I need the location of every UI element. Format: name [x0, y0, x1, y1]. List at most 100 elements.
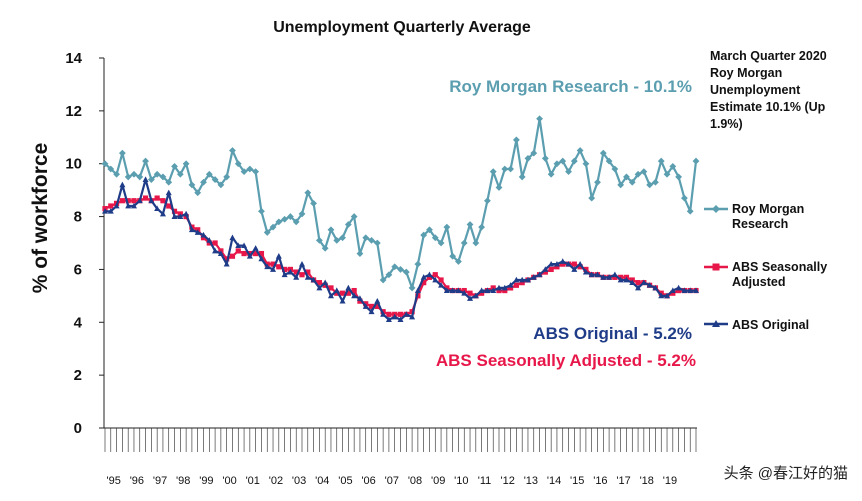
data-point-roy-morgan-research — [333, 236, 341, 244]
data-point-roy-morgan-research — [484, 197, 491, 205]
data-point-roy-morgan-research — [501, 165, 509, 173]
data-point-abs-original — [154, 205, 161, 212]
data-point-roy-morgan-research — [472, 239, 480, 247]
data-point-roy-morgan-research — [599, 149, 607, 157]
data-point-abs-original — [519, 276, 526, 283]
x-tick-label: '03 — [292, 475, 306, 487]
data-point-roy-morgan-research — [188, 181, 196, 189]
data-point-abs-seasonally-adjusted — [119, 198, 125, 204]
data-point-abs-original — [119, 181, 126, 188]
data-point-roy-morgan-research — [397, 266, 404, 273]
data-point-abs-original — [501, 284, 508, 291]
data-point-roy-morgan-research — [646, 181, 654, 189]
data-point-abs-original — [270, 266, 277, 272]
data-point-abs-seasonally-adjusted — [258, 250, 265, 257]
data-point-roy-morgan-research — [304, 189, 312, 197]
data-point-abs-original — [524, 276, 531, 283]
data-point-abs-original — [102, 208, 108, 214]
data-point-abs-seasonally-adjusted — [612, 274, 618, 280]
data-point-roy-morgan-research — [443, 223, 451, 231]
data-point-roy-morgan-research — [229, 147, 236, 154]
legend-item-abs-seasonally: ABS Seasonally Adjusted — [704, 260, 827, 289]
data-point-abs-original — [385, 316, 392, 323]
data-point-abs-original — [426, 271, 433, 278]
data-point-abs-original — [658, 292, 665, 299]
data-point-abs-original — [275, 253, 282, 259]
data-point-roy-morgan-research — [368, 236, 375, 244]
data-point-roy-morgan-research — [315, 236, 323, 244]
data-point-abs-seasonally-adjusted — [560, 261, 566, 267]
data-point-abs-original — [322, 279, 329, 286]
series-line-roy-morgan-research — [104, 117, 698, 289]
data-point-roy-morgan-research — [246, 165, 254, 173]
data-point-abs-seasonally-adjusted — [299, 272, 305, 278]
data-point-abs-seasonally-adjusted — [397, 311, 404, 317]
data-point-abs-original — [252, 245, 259, 251]
data-point-abs-original — [142, 176, 149, 182]
data-point-abs-seasonally-adjusted — [345, 290, 351, 296]
data-point-abs-original — [432, 276, 439, 283]
data-point-abs-original — [496, 284, 502, 291]
annotation-abs-original: ABS Original - 5.2% — [533, 324, 692, 343]
data-point-abs-seasonally-adjusted — [270, 261, 276, 267]
data-point-abs-original — [235, 242, 242, 249]
data-point-roy-morgan-research — [466, 221, 474, 228]
data-point-roy-morgan-research — [176, 170, 184, 178]
data-point-roy-morgan-research — [344, 221, 352, 228]
data-point-abs-seasonally-adjusted — [571, 261, 577, 267]
data-point-abs-original — [449, 287, 456, 293]
data-point-abs-seasonally-adjusted — [519, 280, 525, 286]
data-point-roy-morgan-research — [652, 178, 659, 186]
data-point-roy-morgan-research — [605, 157, 613, 165]
data-point-roy-morgan-research — [298, 210, 306, 218]
y-tick-label: 10 — [65, 156, 82, 173]
data-point-abs-seasonally-adjusted — [368, 303, 375, 310]
data-point-abs-original — [200, 231, 207, 238]
x-tick-label: '97 — [153, 475, 167, 487]
x-tick-label: '19 — [663, 475, 677, 487]
data-point-roy-morgan-research — [478, 223, 486, 231]
series-line-abs-seasonally-adjusted — [104, 197, 696, 316]
data-point-abs-original — [356, 295, 363, 301]
data-point-abs-original — [438, 282, 445, 288]
data-point-roy-morgan-research — [570, 157, 578, 165]
y-tick-label: 14 — [65, 50, 82, 67]
note-line-1: March Quarter 2020 — [710, 49, 827, 63]
data-point-roy-morgan-research — [379, 276, 387, 284]
data-point-abs-seasonally-adjusted — [409, 309, 415, 315]
x-tick-label: '95 — [107, 475, 121, 487]
data-point-roy-morgan-research — [518, 173, 526, 181]
data-point-abs-seasonally-adjusted — [328, 285, 334, 291]
data-point-roy-morgan-research — [373, 239, 381, 247]
data-point-abs-seasonally-adjusted — [253, 250, 259, 257]
data-point-roy-morgan-research — [240, 168, 248, 176]
x-tick-label: '17 — [616, 475, 630, 487]
data-point-roy-morgan-research — [628, 178, 636, 186]
data-point-abs-original — [420, 274, 427, 280]
data-point-roy-morgan-research — [576, 147, 584, 154]
series-line-abs-original — [105, 178, 696, 321]
data-point-roy-morgan-research — [588, 194, 596, 202]
series-roy-morgan-research — [101, 115, 700, 292]
data-point-abs-original — [113, 202, 120, 209]
data-point-abs-seasonally-adjusted — [166, 203, 172, 209]
legend-item-abs-original: ABS Original — [704, 318, 809, 332]
data-point-roy-morgan-research — [350, 213, 358, 220]
data-point-abs-original — [206, 237, 213, 243]
data-point-roy-morgan-research — [495, 184, 503, 191]
data-point-roy-morgan-research — [281, 215, 289, 223]
data-point-roy-morgan-research — [223, 173, 231, 181]
data-point-abs-seasonally-adjusted — [357, 298, 363, 304]
x-tick-label: '18 — [640, 475, 654, 487]
data-point-abs-seasonally-adjusted — [577, 264, 583, 270]
data-point-abs-original — [594, 271, 601, 278]
y-axis-label: % of workforce — [29, 143, 52, 294]
data-point-roy-morgan-research — [663, 170, 671, 178]
data-point-abs-original — [130, 202, 137, 209]
data-point-abs-original — [687, 287, 694, 293]
series-abs-original — [102, 176, 699, 323]
data-point-roy-morgan-research — [147, 176, 155, 183]
data-point-abs-original — [241, 242, 248, 249]
data-point-abs-original — [565, 260, 572, 267]
